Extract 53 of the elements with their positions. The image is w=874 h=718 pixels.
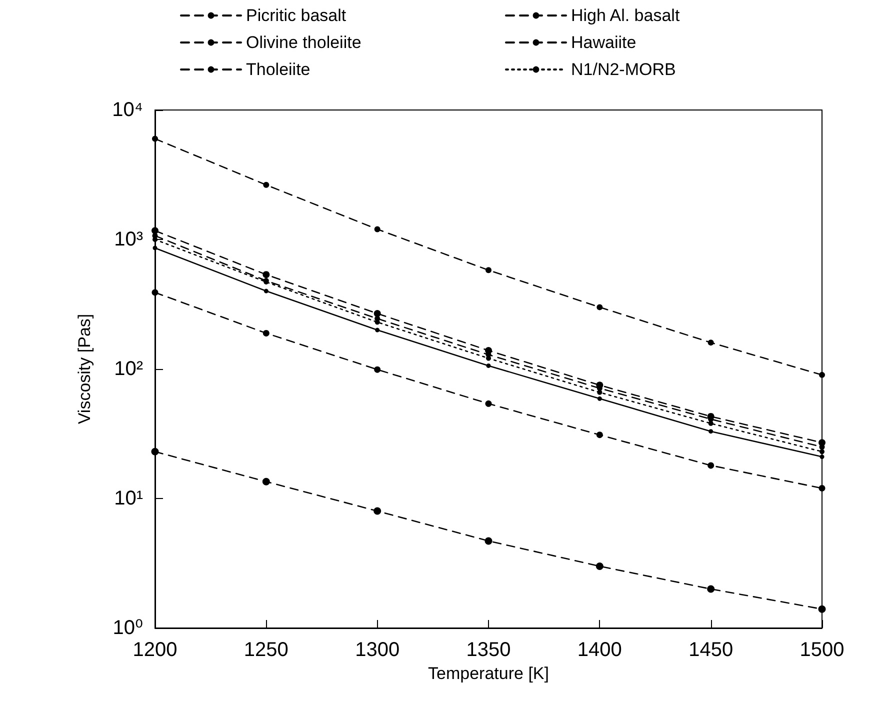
point <box>152 289 158 296</box>
point <box>708 429 714 434</box>
point <box>263 182 270 188</box>
point <box>374 507 382 515</box>
legend-label: Hawaiite <box>571 33 636 52</box>
point <box>820 454 824 460</box>
point <box>820 449 824 454</box>
y-tick-label: 10¹ <box>114 488 144 510</box>
point <box>485 400 492 407</box>
point <box>151 448 159 456</box>
y-tick-label: 10⁰ <box>112 617 143 639</box>
x-tick-label: 1400 <box>577 639 622 661</box>
point <box>374 226 380 232</box>
legend-label: High Al. basalt <box>571 6 680 25</box>
y-tick-label: 10² <box>114 358 144 380</box>
point <box>152 246 158 250</box>
point <box>596 304 603 310</box>
point <box>262 330 270 336</box>
point <box>708 462 714 469</box>
x-tick-label: 1350 <box>466 639 511 661</box>
x-tick-label: 1250 <box>244 639 288 661</box>
legend-label: Picritic basalt <box>246 6 346 25</box>
point <box>818 485 826 492</box>
point <box>262 478 270 486</box>
y-tick-label: 10³ <box>114 228 144 250</box>
point <box>708 340 714 346</box>
point <box>262 271 270 278</box>
point <box>484 537 492 545</box>
point <box>152 136 158 142</box>
point <box>264 288 268 294</box>
point <box>486 267 492 274</box>
point <box>819 372 825 378</box>
legend-label: N1/N2-MORB <box>571 60 676 79</box>
y-tick-label: 10⁴ <box>112 99 143 121</box>
point <box>818 605 826 613</box>
point <box>597 396 602 401</box>
point <box>374 366 381 373</box>
point <box>596 562 604 570</box>
point <box>152 227 158 234</box>
y-axis-title: Viscosity [Pas] <box>75 314 94 424</box>
x-tick-label: 1300 <box>355 639 400 661</box>
point <box>375 328 380 332</box>
point <box>486 363 491 368</box>
x-tick-label: 1500 <box>800 639 844 661</box>
legend-label: Tholeiite <box>246 60 310 79</box>
legend-label: Olivine tholeiite <box>246 33 362 52</box>
point <box>596 432 603 438</box>
point <box>707 585 715 593</box>
point <box>374 310 381 318</box>
point <box>152 237 158 242</box>
x-tick-label: 1200 <box>132 639 178 661</box>
x-axis-title: Temperature [K] <box>428 664 549 683</box>
x-tick-label: 1450 <box>688 639 734 661</box>
